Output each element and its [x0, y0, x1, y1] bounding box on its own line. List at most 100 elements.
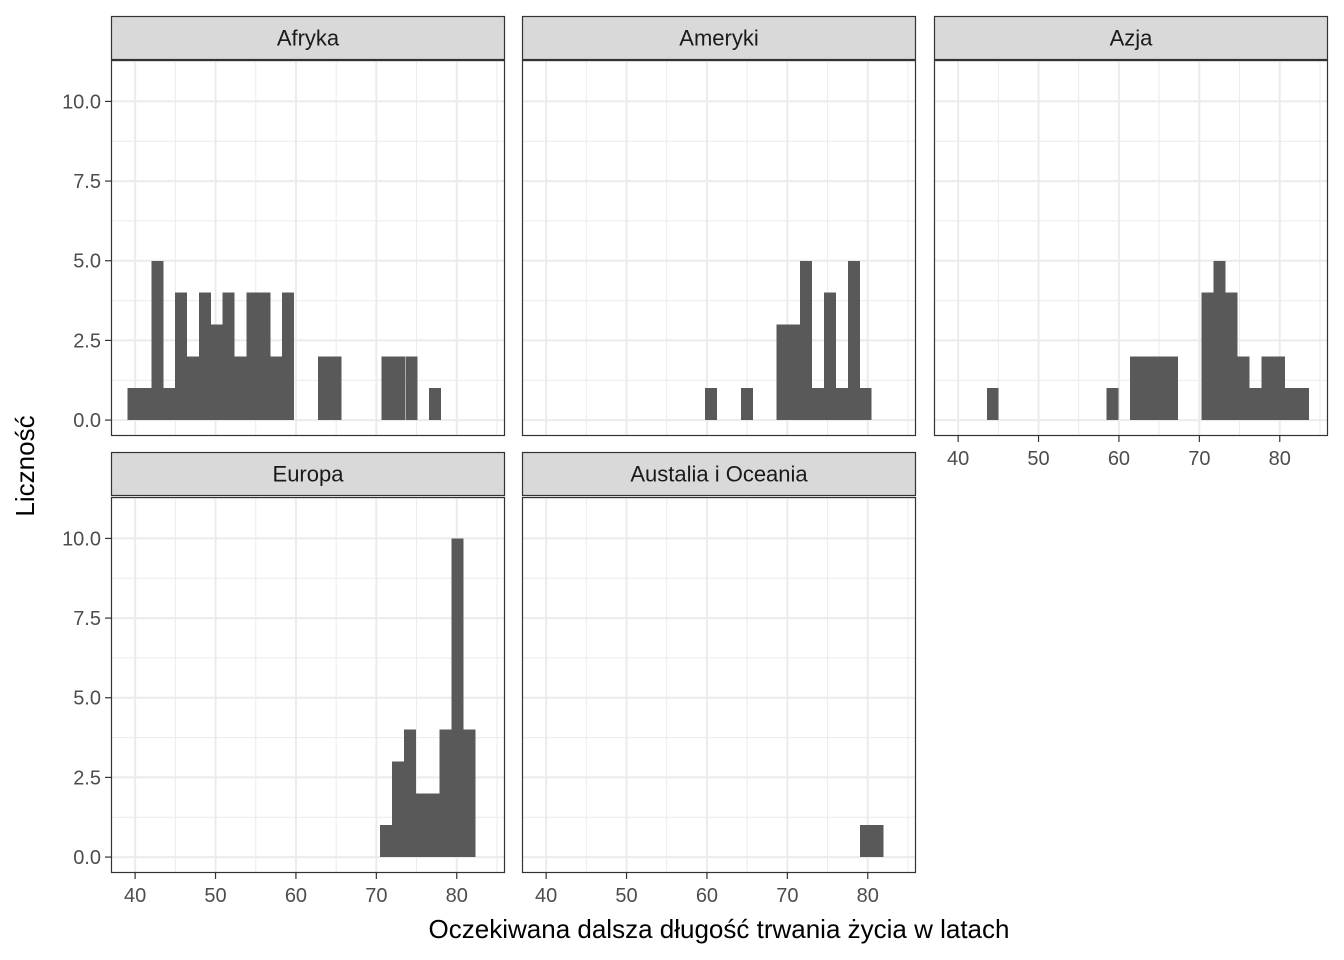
panel-background [522, 497, 916, 873]
histogram-bar [246, 292, 259, 421]
histogram-bar [451, 538, 464, 858]
histogram-bar [392, 761, 405, 858]
x-tick-label: 60 [1108, 448, 1130, 470]
y-tick-label: 0.0 [73, 410, 101, 432]
histogram-bar [270, 356, 283, 421]
facet-strip-label: Austalia i Oceania [630, 462, 808, 487]
histogram-bar [871, 825, 884, 858]
histogram-bar [1237, 356, 1250, 421]
histogram-bar [187, 356, 199, 421]
x-tick-label: 50 [615, 885, 637, 907]
histogram-bar [705, 388, 717, 421]
histogram-bar [1261, 356, 1274, 421]
histogram-bar [427, 793, 440, 858]
gridlines [522, 60, 916, 436]
y-axis-title: Liczność [10, 415, 40, 516]
y-tick-label: 7.5 [73, 171, 101, 193]
facet-strip-label: Azja [1110, 26, 1154, 51]
histogram-bar [799, 260, 812, 421]
histogram-bar [381, 356, 394, 421]
facet-panel-2: Ameryki [521, 15, 917, 437]
x-tick-label: 60 [285, 885, 307, 907]
histogram-bar [199, 292, 212, 421]
histogram-bar [162, 388, 175, 421]
facet-strip [521, 451, 917, 497]
histogram-bar [429, 388, 441, 421]
y-tick-label: 5.0 [73, 688, 101, 710]
x-tick-label: 80 [857, 885, 879, 907]
histogram-bar [860, 825, 873, 858]
histogram-bar [234, 356, 247, 421]
x-axis: 40 50 60 70 80 [124, 873, 468, 907]
histogram-bar [127, 388, 140, 421]
facet-strip-label: Ameryki [679, 26, 758, 51]
x-axis: 40 50 60 70 80 [535, 873, 879, 907]
y-tick-label: 5.0 [73, 251, 101, 273]
histogram-bar [859, 388, 872, 421]
x-tick-label: 70 [365, 885, 387, 907]
histogram-bars [127, 260, 441, 421]
x-tick-label: 70 [1188, 448, 1210, 470]
histogram-bar [405, 356, 418, 421]
x-tick-label: 70 [776, 885, 798, 907]
histogram-bar [463, 729, 476, 858]
panel-border [521, 59, 917, 437]
facet-strip [933, 15, 1329, 61]
histogram-bar [318, 356, 331, 421]
y-tick-label: 7.5 [73, 608, 101, 630]
histogram-bar [258, 292, 271, 421]
histogram-bar [404, 729, 417, 858]
gridlines [522, 497, 916, 873]
y-tick-label: 2.5 [73, 330, 101, 352]
histogram-bar [811, 388, 824, 421]
histogram-bar [380, 825, 392, 858]
facet-panel-4: Europa 0.0 2.5 5.0 7.5 10.0 40 50 60 70 80 [62, 451, 506, 907]
histogram-bar [848, 260, 861, 421]
y-tick-label: 10.0 [62, 91, 101, 113]
histogram-bar [1273, 356, 1285, 421]
y-axis: 0.0 2.5 5.0 7.5 10.0 [62, 528, 111, 869]
x-tick-label: 80 [446, 885, 468, 907]
histogram-bar [1154, 356, 1166, 421]
panel-border [110, 496, 506, 874]
x-tick-label: 40 [535, 885, 557, 907]
histogram-bars [705, 260, 872, 421]
histogram-bar [329, 356, 342, 421]
histogram-bars [860, 825, 884, 858]
x-axis: 40 50 60 70 80 [947, 436, 1291, 470]
histogram-bar [1166, 356, 1178, 421]
histogram-bar [439, 729, 452, 858]
histogram-bar [776, 324, 789, 421]
facet-strip-label: Afryka [277, 26, 340, 51]
facet-panel-1: Afryka 0.0 2.5 5.0 7.5 10.0 [62, 15, 506, 437]
facet-panels: Afryka 0.0 2.5 5.0 7.5 10.0 Ameryki Azja 40 50 60 7… [62, 15, 1329, 907]
histogram-bar [1249, 388, 1262, 421]
histogram-bar [139, 388, 152, 421]
facet-strip-label: Europa [273, 462, 345, 487]
histogram-bar [222, 292, 235, 421]
panel-border [933, 59, 1329, 437]
facet-panel-5: Austalia i Oceania 40 50 60 70 80 [521, 451, 917, 907]
histogram-bar [151, 260, 164, 421]
facet-strip [110, 451, 506, 497]
histogram-bar [1201, 292, 1214, 421]
y-tick-label: 2.5 [73, 767, 101, 789]
x-tick-label: 80 [1269, 448, 1291, 470]
y-tick-label: 10.0 [62, 528, 101, 550]
histogram-bar [281, 292, 294, 421]
x-tick-label: 60 [696, 885, 718, 907]
facet-strip [521, 15, 917, 61]
histogram-bars [986, 260, 1310, 421]
facet-strip [110, 15, 506, 61]
histogram-bar [1297, 388, 1310, 421]
histogram-bar [1213, 260, 1226, 421]
histogram-bar [1129, 356, 1142, 421]
histogram-bar [824, 292, 836, 421]
x-axis-title: Oczekiwana dalsza długość trwania życia … [429, 914, 1010, 944]
histogram-bar [836, 388, 848, 421]
histogram-bar [1141, 356, 1154, 421]
panel-background [111, 60, 505, 436]
histogram-bar [1225, 292, 1238, 421]
histogram-bar [986, 388, 999, 421]
histogram-bar [741, 388, 754, 421]
